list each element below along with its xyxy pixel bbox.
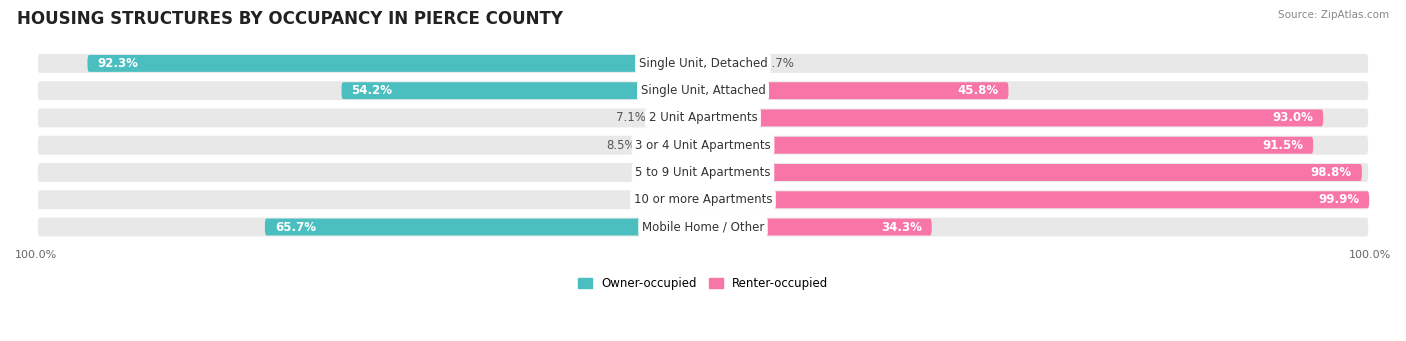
Text: 92.3%: 92.3% — [97, 57, 138, 70]
FancyBboxPatch shape — [703, 137, 1313, 154]
Text: 91.5%: 91.5% — [1263, 139, 1303, 152]
Text: 99.9%: 99.9% — [1317, 193, 1360, 206]
FancyBboxPatch shape — [37, 189, 1369, 211]
FancyBboxPatch shape — [703, 109, 1323, 127]
Text: 0.1%: 0.1% — [662, 193, 692, 206]
Text: 98.8%: 98.8% — [1310, 166, 1353, 179]
FancyBboxPatch shape — [342, 82, 703, 99]
FancyBboxPatch shape — [703, 55, 755, 72]
FancyBboxPatch shape — [37, 79, 1369, 102]
FancyBboxPatch shape — [647, 137, 703, 154]
Text: 7.1%: 7.1% — [616, 112, 645, 124]
Text: 7.7%: 7.7% — [765, 57, 794, 70]
FancyBboxPatch shape — [703, 191, 1369, 208]
Text: 34.3%: 34.3% — [882, 221, 922, 234]
Text: Mobile Home / Other: Mobile Home / Other — [641, 221, 765, 234]
Text: HOUSING STRUCTURES BY OCCUPANCY IN PIERCE COUNTY: HOUSING STRUCTURES BY OCCUPANCY IN PIERC… — [17, 10, 562, 28]
FancyBboxPatch shape — [37, 216, 1369, 238]
FancyBboxPatch shape — [37, 161, 1369, 184]
Text: 54.2%: 54.2% — [352, 84, 392, 97]
Text: Source: ZipAtlas.com: Source: ZipAtlas.com — [1278, 10, 1389, 20]
FancyBboxPatch shape — [37, 52, 1369, 75]
Text: 3 or 4 Unit Apartments: 3 or 4 Unit Apartments — [636, 139, 770, 152]
FancyBboxPatch shape — [703, 219, 932, 236]
FancyBboxPatch shape — [703, 164, 1362, 181]
Text: 1.2%: 1.2% — [655, 166, 685, 179]
Text: Single Unit, Attached: Single Unit, Attached — [641, 84, 765, 97]
FancyBboxPatch shape — [87, 55, 703, 72]
FancyBboxPatch shape — [702, 191, 704, 208]
FancyBboxPatch shape — [695, 164, 703, 181]
FancyBboxPatch shape — [37, 107, 1369, 129]
FancyBboxPatch shape — [703, 82, 1008, 99]
FancyBboxPatch shape — [655, 109, 703, 127]
Text: 65.7%: 65.7% — [274, 221, 316, 234]
FancyBboxPatch shape — [264, 219, 703, 236]
Text: 10 or more Apartments: 10 or more Apartments — [634, 193, 772, 206]
FancyBboxPatch shape — [37, 134, 1369, 157]
Text: 5 to 9 Unit Apartments: 5 to 9 Unit Apartments — [636, 166, 770, 179]
Text: Single Unit, Detached: Single Unit, Detached — [638, 57, 768, 70]
Text: 93.0%: 93.0% — [1272, 112, 1313, 124]
Text: 8.5%: 8.5% — [606, 139, 637, 152]
Text: 2 Unit Apartments: 2 Unit Apartments — [648, 112, 758, 124]
Text: 45.8%: 45.8% — [957, 84, 998, 97]
Legend: Owner-occupied, Renter-occupied: Owner-occupied, Renter-occupied — [572, 272, 834, 295]
